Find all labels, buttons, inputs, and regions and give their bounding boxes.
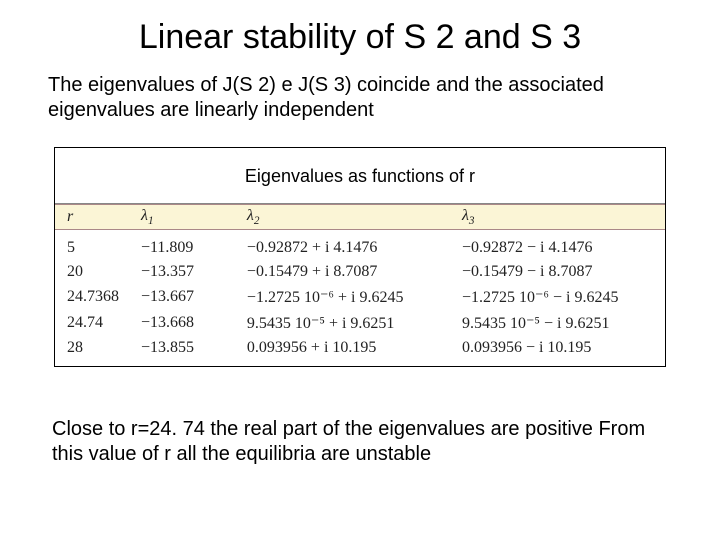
eigenvalue-table-block: Eigenvalues as functions of r r λ1 λ2 λ3… bbox=[54, 147, 666, 367]
cell-l2: −1.2725 10⁻⁶ + i 9.6245 bbox=[235, 284, 450, 310]
col-lambda2: λ2 bbox=[235, 205, 450, 230]
cell-r: 5 bbox=[55, 236, 129, 260]
table-row: 5 −11.809 −0.92872 + i 4.1476 −0.92872 −… bbox=[55, 236, 665, 260]
cell-r: 24.74 bbox=[55, 310, 129, 336]
table-header-row: r λ1 λ2 λ3 bbox=[55, 205, 665, 230]
col-lambda1: λ1 bbox=[129, 205, 235, 230]
cell-l2: 9.5435 10⁻⁵ + i 9.6251 bbox=[235, 310, 450, 336]
table-body: 5 −11.809 −0.92872 + i 4.1476 −0.92872 −… bbox=[55, 230, 665, 366]
col-r: r bbox=[55, 205, 129, 230]
table-caption: Eigenvalues as functions of r bbox=[55, 148, 665, 204]
slide-title: Linear stability of S 2 and S 3 bbox=[48, 18, 672, 57]
cell-l3: −0.15479 − i 8.7087 bbox=[450, 260, 665, 284]
cell-l2: −0.15479 + i 8.7087 bbox=[235, 260, 450, 284]
cell-r: 24.7368 bbox=[55, 284, 129, 310]
cell-l1: −13.668 bbox=[129, 310, 235, 336]
cell-l3: −0.92872 − i 4.1476 bbox=[450, 236, 665, 260]
cell-r: 28 bbox=[55, 336, 129, 360]
cell-l3: −1.2725 10⁻⁶ − i 9.6245 bbox=[450, 284, 665, 310]
table-row: 28 −13.855 0.093956 + i 10.195 0.093956 … bbox=[55, 336, 665, 360]
intro-text: The eigenvalues of J(S 2) e J(S 3) coinc… bbox=[48, 73, 672, 123]
table-row: 24.74 −13.668 9.5435 10⁻⁵ + i 9.6251 9.5… bbox=[55, 310, 665, 336]
cell-l1: −13.357 bbox=[129, 260, 235, 284]
cell-l2: −0.92872 + i 4.1476 bbox=[235, 236, 450, 260]
col-lambda3: λ3 bbox=[450, 205, 665, 230]
table-row: 20 −13.357 −0.15479 + i 8.7087 −0.15479 … bbox=[55, 260, 665, 284]
cell-l1: −13.667 bbox=[129, 284, 235, 310]
slide: Linear stability of S 2 and S 3 The eige… bbox=[0, 0, 720, 540]
cell-l3: 9.5435 10⁻⁵ − i 9.6251 bbox=[450, 310, 665, 336]
cell-l1: −13.855 bbox=[129, 336, 235, 360]
cell-l1: −11.809 bbox=[129, 236, 235, 260]
table-row: 24.7368 −13.667 −1.2725 10⁻⁶ + i 9.6245 … bbox=[55, 284, 665, 310]
eigenvalue-table: r λ1 λ2 λ3 5 −11.809 −0.92872 + i 4.1476… bbox=[55, 204, 665, 366]
conclusion-text: Close to r=24. 74 the real part of the e… bbox=[52, 417, 668, 467]
cell-r: 20 bbox=[55, 260, 129, 284]
cell-l3: 0.093956 − i 10.195 bbox=[450, 336, 665, 360]
cell-l2: 0.093956 + i 10.195 bbox=[235, 336, 450, 360]
